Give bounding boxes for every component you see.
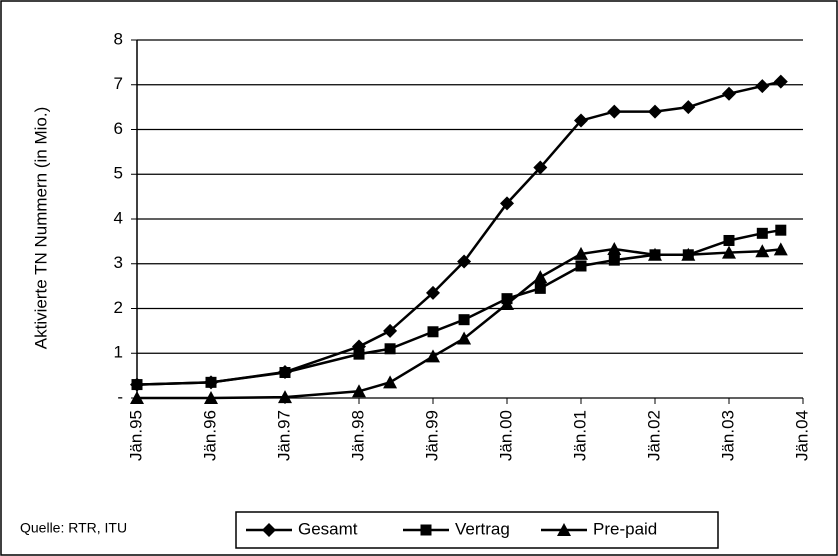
x-tick-label: Jän.00 — [496, 410, 515, 461]
point — [500, 297, 514, 311]
point — [648, 247, 662, 261]
legend-marker — [262, 523, 276, 537]
point — [279, 366, 291, 378]
point — [722, 86, 736, 101]
point — [457, 331, 472, 345]
series-line — [137, 247, 781, 400]
point — [426, 285, 440, 300]
legend-label: Gesamt — [298, 519, 358, 538]
point — [607, 104, 622, 119]
point — [426, 349, 440, 363]
point — [352, 384, 366, 398]
point — [574, 246, 588, 260]
x-tick-label: Jän.98 — [348, 410, 367, 461]
legend-marker — [557, 523, 571, 536]
point — [723, 234, 735, 246]
point — [775, 224, 787, 236]
point — [722, 245, 736, 259]
y-tick-label: 8 — [114, 29, 123, 48]
point — [278, 390, 292, 404]
point — [533, 160, 548, 175]
y-tick-label: 4 — [114, 208, 123, 227]
legend-label: Vertrag — [455, 519, 510, 538]
point — [756, 227, 768, 239]
point — [773, 74, 788, 89]
y-tick-label: 7 — [114, 74, 123, 93]
legend-box — [235, 511, 719, 549]
point — [534, 282, 546, 294]
point — [755, 79, 770, 94]
series-line — [136, 80, 782, 386]
point — [458, 314, 470, 326]
legend-marker — [420, 524, 432, 536]
y-tick-label: 2 — [114, 298, 123, 317]
point — [205, 376, 217, 388]
y-tick-label: 1 — [114, 343, 123, 362]
x-tick-label: Jän.95 — [126, 410, 145, 461]
y-tick-label: 6 — [114, 119, 123, 138]
point — [575, 260, 587, 272]
point — [131, 379, 143, 391]
point — [574, 113, 588, 128]
series-line — [136, 228, 782, 386]
point — [457, 254, 472, 269]
point — [500, 196, 514, 211]
x-tick-label: Jän.97 — [274, 410, 293, 461]
x-tick-label: Jän.01 — [570, 410, 589, 461]
point — [607, 241, 622, 255]
point — [681, 100, 696, 115]
point — [384, 343, 396, 355]
x-tick-label: Jän.03 — [718, 410, 737, 461]
x-tick-label: Jän.04 — [792, 410, 811, 461]
point — [681, 247, 696, 261]
point — [533, 270, 548, 284]
point — [353, 348, 365, 360]
y-axis-label: Aktivierte TN Nummern (in Mio.) — [31, 107, 50, 349]
y-tick-label: 5 — [114, 164, 123, 183]
y-tick-label: - — [117, 387, 123, 406]
point — [383, 375, 398, 389]
point — [773, 242, 788, 256]
x-tick-label: Jän.96 — [200, 410, 219, 461]
point — [204, 391, 218, 404]
annotation: Quelle: RTR, ITU — [20, 520, 127, 536]
point — [130, 391, 144, 404]
point — [427, 326, 439, 338]
point — [383, 323, 398, 338]
y-tick-label: 3 — [114, 253, 123, 272]
x-tick-label: Jän.99 — [422, 410, 441, 461]
point — [648, 104, 662, 119]
point — [608, 254, 620, 266]
x-tick-label: Jän.02 — [644, 410, 663, 461]
legend-label: Pre-paid — [593, 519, 657, 538]
point — [755, 244, 770, 258]
